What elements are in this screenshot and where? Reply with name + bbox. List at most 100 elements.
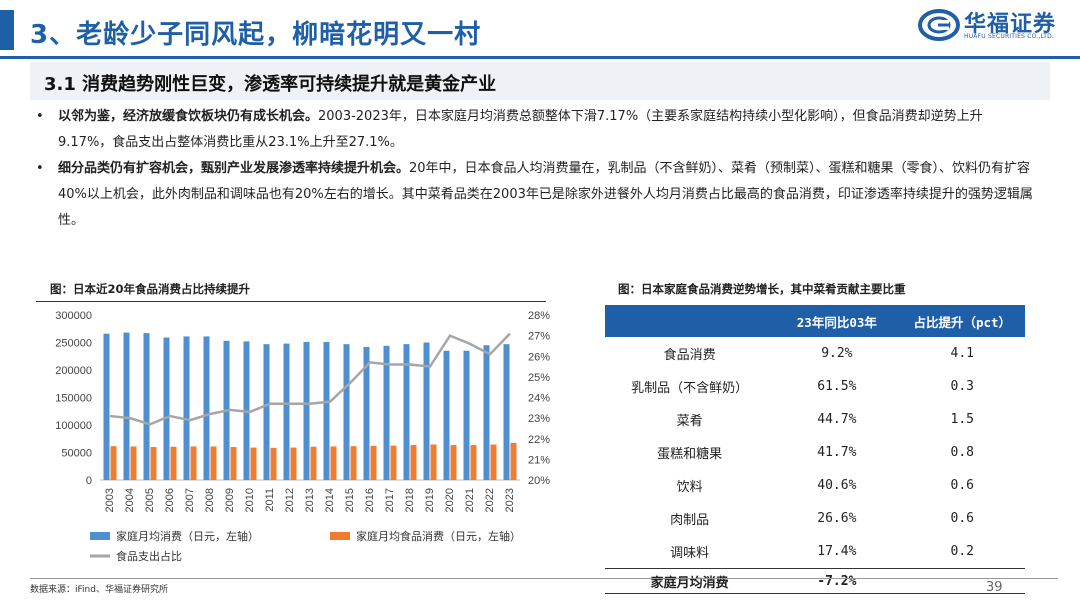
y-left-tick-label: 250000	[55, 338, 92, 350]
bar-household-food	[330, 446, 337, 480]
y-right-tick-label: 22%	[528, 434, 550, 446]
page-number: 39	[986, 580, 1003, 595]
section-heading: 3.1 消费趋势刚性巨变，渗透率可持续提升就是黄金产业	[44, 74, 497, 95]
y-left-tick-label: 150000	[55, 393, 92, 405]
bar-household-total	[343, 344, 350, 480]
table-header-cell: 占比提升（pct）	[899, 305, 1025, 337]
table-cell: 0.8	[950, 445, 974, 460]
bar-household-food	[130, 446, 137, 480]
y-right-tick-label: 27%	[528, 331, 550, 343]
table-cell: 26.6%	[817, 511, 857, 526]
logo-chinese-name: 华福证券	[964, 12, 1057, 37]
bar-household-total	[443, 350, 450, 480]
y-left-tick-label: 300000	[55, 310, 92, 322]
table-cell: 乳制品（不含鲜奶）	[631, 381, 749, 396]
table-footer-row: 家庭月均消费 -7.2%	[605, 568, 1025, 594]
y-right-tick-label: 21%	[528, 454, 550, 466]
legend-swatch	[90, 532, 110, 540]
bar-household-food	[510, 442, 517, 480]
table-cell: 饮料	[676, 480, 703, 495]
bullet-list: • 以邻为鉴，经济放缓食饮板块仍有成长机会。2003-2023年，日本家庭月均消…	[36, 104, 1036, 234]
page-title: 3、老龄少子同风起，柳暗花明又一村	[30, 20, 482, 50]
title-accent-bar	[0, 10, 14, 50]
food-consumption-table: 23年同比03年 占比提升（pct） 食品消费 9.2% 4.1 乳制品（不含鲜奶） 6…	[605, 305, 1025, 594]
table-cell: 0.2	[950, 544, 974, 559]
bar-household-total	[483, 345, 490, 480]
bar-household-food	[450, 445, 457, 480]
table-cell: 1.5	[950, 412, 974, 427]
y-right-tick-label: 24%	[528, 393, 550, 405]
table-row: 菜肴 44.7% 1.5	[605, 403, 1025, 436]
table-cell: 9.2%	[821, 346, 853, 361]
x-tick-label: 2014	[324, 488, 336, 512]
bullet-dot: •	[36, 109, 44, 124]
bullet-strong-text: 以邻为鉴，经济放缓食饮板块仍有成长机会。	[58, 109, 319, 124]
left-figure-title: 图：日本近20年食品消费占比持续提升	[50, 282, 251, 296]
bar-household-food	[350, 446, 357, 480]
table-cell: 0.3	[950, 379, 974, 394]
table-row: 乳制品（不含鲜奶） 61.5% 0.3	[605, 370, 1025, 403]
x-tick-label: 2019	[424, 488, 436, 512]
bar-household-food	[370, 445, 377, 480]
x-tick-label: 2003	[104, 488, 116, 512]
bar-household-food	[390, 445, 397, 480]
table-header-row: 23年同比03年 占比提升（pct）	[605, 305, 1025, 337]
bar-household-total	[143, 333, 150, 480]
x-tick-label: 2013	[304, 488, 316, 512]
table-cell: 调味料	[670, 546, 710, 561]
table-row: 饮料 40.6% 0.6	[605, 469, 1025, 502]
bar-household-food	[230, 447, 237, 480]
company-logo: 华福证券 HUAFU SECURITIES CO.,LTD.	[918, 6, 1078, 46]
bar-household-food	[410, 445, 417, 480]
bar-household-food	[250, 447, 257, 480]
table-cell: 家庭月均消费	[605, 568, 775, 594]
x-tick-label: 2022	[484, 488, 496, 512]
consumption-chart: 0 50000 100000 150000 200000 250000 300000 20% 2…	[55, 310, 550, 563]
table-cell: 肉制品	[670, 513, 710, 528]
legend-label: 家庭月均消费（日元，左轴）	[116, 529, 259, 543]
bar-household-total	[123, 332, 130, 480]
table-cell: 0.6	[950, 511, 974, 526]
bar-household-total	[183, 336, 190, 480]
legend-swatch	[330, 532, 350, 540]
y-right-tick-label: 28%	[528, 310, 550, 322]
header-divider	[0, 56, 1080, 59]
x-tick-label: 2011	[264, 488, 276, 512]
y-right-tick-label: 26%	[528, 351, 550, 363]
x-tick-label: 2015	[344, 488, 356, 512]
table-cell: 菜肴	[676, 414, 703, 429]
table-row: 蛋糕和糖果 41.7% 0.8	[605, 436, 1025, 469]
x-tick-label: 2004	[124, 488, 136, 512]
table-cell: 44.7%	[817, 412, 857, 427]
title-bar: 3、老龄少子同风起，柳暗花明又一村	[0, 0, 1080, 62]
table-cell: 17.4%	[817, 544, 857, 559]
x-tick-label: 2018	[404, 488, 416, 512]
bar-household-total	[303, 341, 310, 480]
line-food-share	[109, 332, 511, 426]
x-tick-label: 2016	[364, 488, 376, 512]
y-right-tick-label: 25%	[528, 372, 550, 384]
table-row: 肉制品 26.6% 0.6	[605, 502, 1025, 535]
bullet-body-text: 20年中，日本食品人均消费量在，乳制品（不含鲜奶）、菜肴（预制菜）、蛋糕和糖果（…	[58, 161, 1033, 228]
table-cell: 41.7%	[817, 445, 857, 460]
bullet-item: • 以邻为鉴，经济放缓食饮板块仍有成长机会。2003-2023年，日本家庭月均消…	[36, 104, 1036, 156]
y-left-tick-label: 100000	[55, 420, 92, 432]
bar-household-food	[470, 445, 477, 480]
bar-household-total	[263, 344, 270, 480]
bar-household-food	[170, 446, 177, 480]
table-cell: 食品消费	[663, 348, 716, 363]
x-tick-label: 2020	[444, 488, 456, 512]
legend-label: 食品支出占比	[116, 549, 182, 563]
table-cell: 蛋糕和糖果	[657, 447, 723, 462]
table-row: 调味料 17.4% 0.2	[605, 535, 1025, 569]
table-cell: 4.1	[950, 346, 974, 361]
bullet-item: • 细分品类仍有扩容机会，甄别产业发展渗透率持续提升机会。20年中，日本食品人均…	[36, 156, 1036, 234]
bar-household-total	[503, 344, 510, 480]
bar-household-total	[103, 333, 110, 480]
legend-label: 家庭月均食品消费（日元，左轴）	[356, 529, 521, 543]
x-tick-label: 2012	[284, 488, 296, 512]
y-left-tick-label: 50000	[61, 448, 92, 460]
y-left-tick-label: 0	[86, 475, 92, 487]
x-tick-label: 2005	[144, 488, 156, 512]
bar-household-food	[310, 446, 317, 480]
